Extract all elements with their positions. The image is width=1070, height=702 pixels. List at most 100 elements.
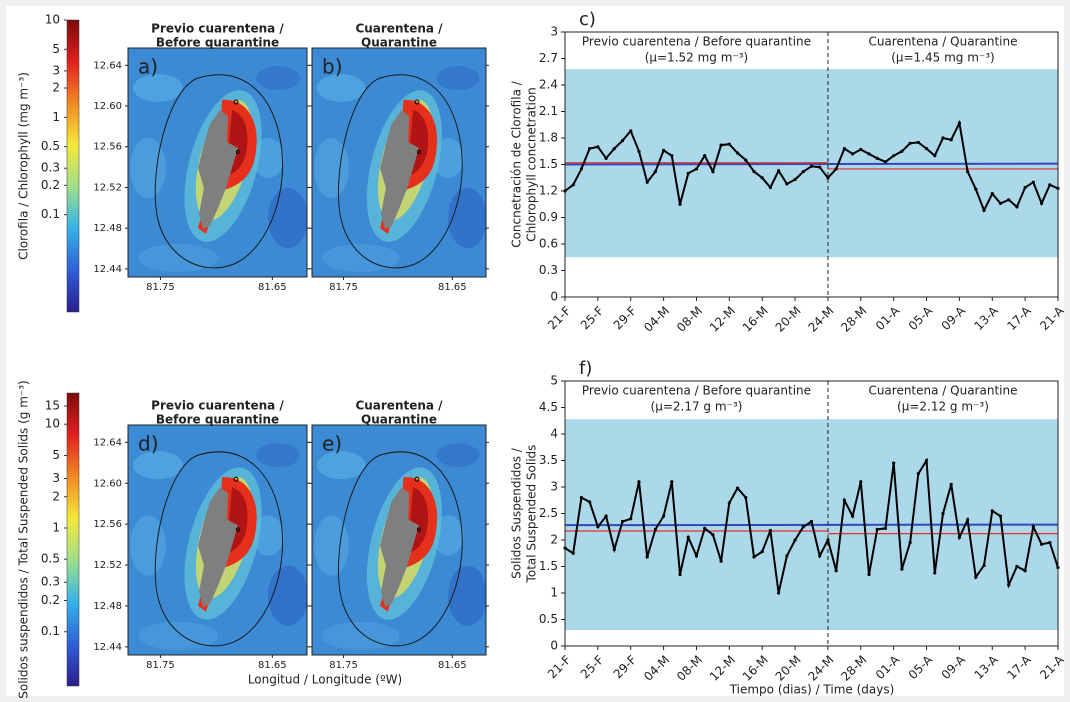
colorbar-tick-label: 0.3 <box>41 575 60 589</box>
x-axis-label: Longitud / Longitude (ºW) <box>248 673 402 687</box>
panel-label: c) <box>579 9 596 30</box>
y-tick-label: 12.60 <box>93 101 122 112</box>
colorbar-tick-label: 0.1 <box>41 207 60 221</box>
data-point <box>1039 201 1044 205</box>
map-image <box>312 425 486 655</box>
colorbar <box>66 392 80 687</box>
data-point <box>892 154 896 158</box>
data-point <box>727 501 731 505</box>
period-mean-label: (μ=2.12 g m⁻³) <box>897 400 989 414</box>
y-tick-label: 2.4 <box>539 78 558 92</box>
period-title: Cuarentena / Quarantine <box>868 35 1017 49</box>
data-point <box>612 147 616 151</box>
y-tick-label: 4.5 <box>539 400 558 414</box>
data-point <box>711 533 715 537</box>
y-tick-label: 1.2 <box>539 184 558 198</box>
panel-title: Quarantine <box>361 413 437 427</box>
y-axis-label: Solidos Suspendidos / <box>510 447 524 579</box>
x-axis-label: Tiempo (dias) / Time (days) <box>729 683 895 697</box>
map-frame <box>311 47 487 278</box>
data-point <box>966 518 970 522</box>
y-tick-label: 1.8 <box>539 131 558 145</box>
data-point <box>579 167 584 171</box>
data-point <box>990 509 994 513</box>
data-point <box>653 527 657 532</box>
map-image <box>128 425 307 655</box>
data-point <box>998 514 1003 518</box>
data-point <box>777 591 781 595</box>
colorbar <box>66 19 80 313</box>
data-point <box>612 547 616 552</box>
y-tick-label: 12.52 <box>93 182 122 193</box>
data-point <box>834 569 838 573</box>
data-point <box>850 514 855 518</box>
data-point <box>957 535 962 539</box>
colorbar-label: Clorofila / Chlorophyll (mg m⁻³) <box>17 72 31 260</box>
panel-title: Before quarantine <box>156 36 279 50</box>
data-point <box>933 154 937 158</box>
panel-label: d) <box>138 432 159 456</box>
y-axis-label: Total Suspended Solids <box>525 445 539 584</box>
data-point <box>883 526 888 530</box>
data-point <box>760 550 764 554</box>
y-tick-label: 12.56 <box>93 142 122 153</box>
y-tick-label: 1.5 <box>539 559 558 573</box>
y-tick-label: 0.3 <box>539 263 558 277</box>
colorbar-tick-label: 0.5 <box>41 139 60 153</box>
data-point <box>703 154 707 158</box>
data-point <box>645 555 649 559</box>
colorbar-tick-label: 2 <box>52 81 60 95</box>
data-point <box>933 571 937 575</box>
period-title: Cuarentena / Quarantine <box>868 384 1017 398</box>
panel-title: Cuarentena / <box>355 22 443 36</box>
data-point <box>990 192 994 196</box>
data-point <box>908 141 912 145</box>
data-point <box>760 176 764 180</box>
y-tick-label: 2.1 <box>539 104 558 118</box>
y-tick-label: 0.5 <box>539 612 558 626</box>
colorbar-tick-label: 15 <box>45 398 60 412</box>
data-point <box>793 538 797 542</box>
y-tick-label: 2.5 <box>539 506 558 520</box>
colorbar-tick-label: 0.2 <box>41 593 60 607</box>
data-point <box>588 147 592 151</box>
data-point <box>620 139 625 143</box>
y-tick-label: 12.52 <box>93 560 122 571</box>
data-point <box>637 149 641 153</box>
y-tick-label: 2 <box>550 533 558 547</box>
data-point <box>982 208 986 213</box>
x-tick-label: 81.75 <box>329 660 358 671</box>
data-point <box>678 202 682 206</box>
data-point <box>744 158 748 162</box>
data-point <box>1031 180 1035 184</box>
colorbar-tick-label: 0.3 <box>41 161 60 175</box>
data-point <box>670 154 674 158</box>
panel-title: Previo cuarentena / <box>151 22 284 36</box>
y-tick-label: 1.5 <box>539 157 558 171</box>
data-point <box>818 165 822 169</box>
data-point <box>579 496 584 500</box>
period-mean-label: (μ=1.52 mg m⁻³) <box>645 51 749 65</box>
data-point <box>678 572 682 577</box>
y-tick-label: 12.44 <box>93 642 122 653</box>
data-point <box>982 563 986 568</box>
data-point <box>924 147 929 151</box>
data-point <box>752 555 756 559</box>
data-point <box>941 511 945 516</box>
panel-title: Previo cuarentena / <box>151 399 284 413</box>
data-point <box>662 514 666 518</box>
data-point <box>1015 205 1019 209</box>
data-point <box>966 169 970 174</box>
data-point <box>785 182 789 186</box>
data-point <box>1007 583 1011 587</box>
data-point <box>1031 525 1035 529</box>
data-point <box>596 145 600 149</box>
data-point <box>892 461 896 465</box>
data-point <box>916 472 920 476</box>
data-point <box>850 152 855 156</box>
data-point <box>703 526 707 530</box>
data-point <box>875 527 879 532</box>
y-tick-label: 3 <box>550 25 558 39</box>
y-tick-label: 12.44 <box>93 264 122 275</box>
